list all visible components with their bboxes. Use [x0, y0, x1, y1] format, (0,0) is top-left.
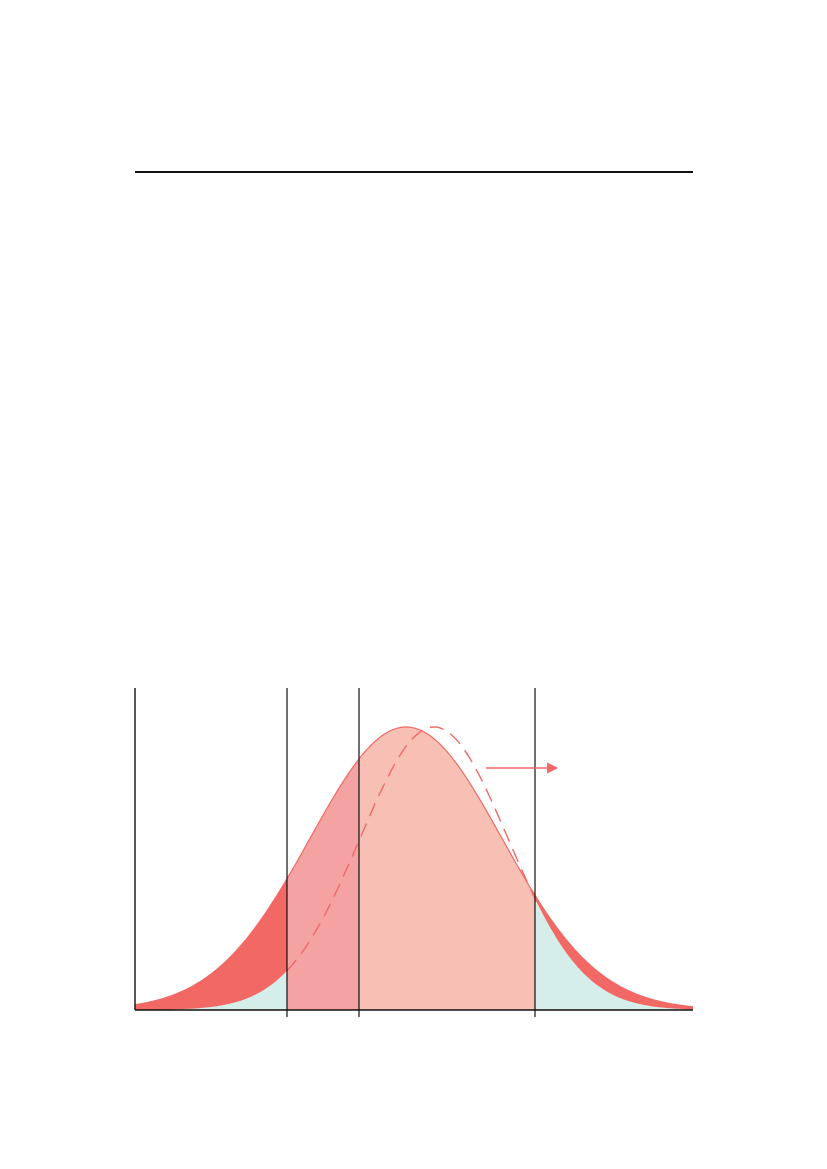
shifted-curve-dashed [286, 726, 541, 972]
top-rule [135, 171, 693, 173]
low-band-region [287, 759, 359, 1010]
right-tail-area [535, 898, 693, 1010]
left-tail-area [135, 970, 287, 1010]
middle-region [359, 727, 535, 1010]
original-curve-line [134, 726, 694, 1008]
